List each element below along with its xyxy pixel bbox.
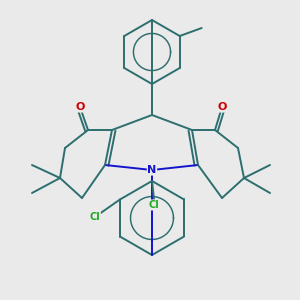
Text: Cl: Cl (148, 200, 159, 210)
Text: O: O (217, 102, 227, 112)
Text: O: O (75, 102, 85, 112)
Text: N: N (147, 165, 157, 175)
Text: Cl: Cl (90, 212, 100, 221)
